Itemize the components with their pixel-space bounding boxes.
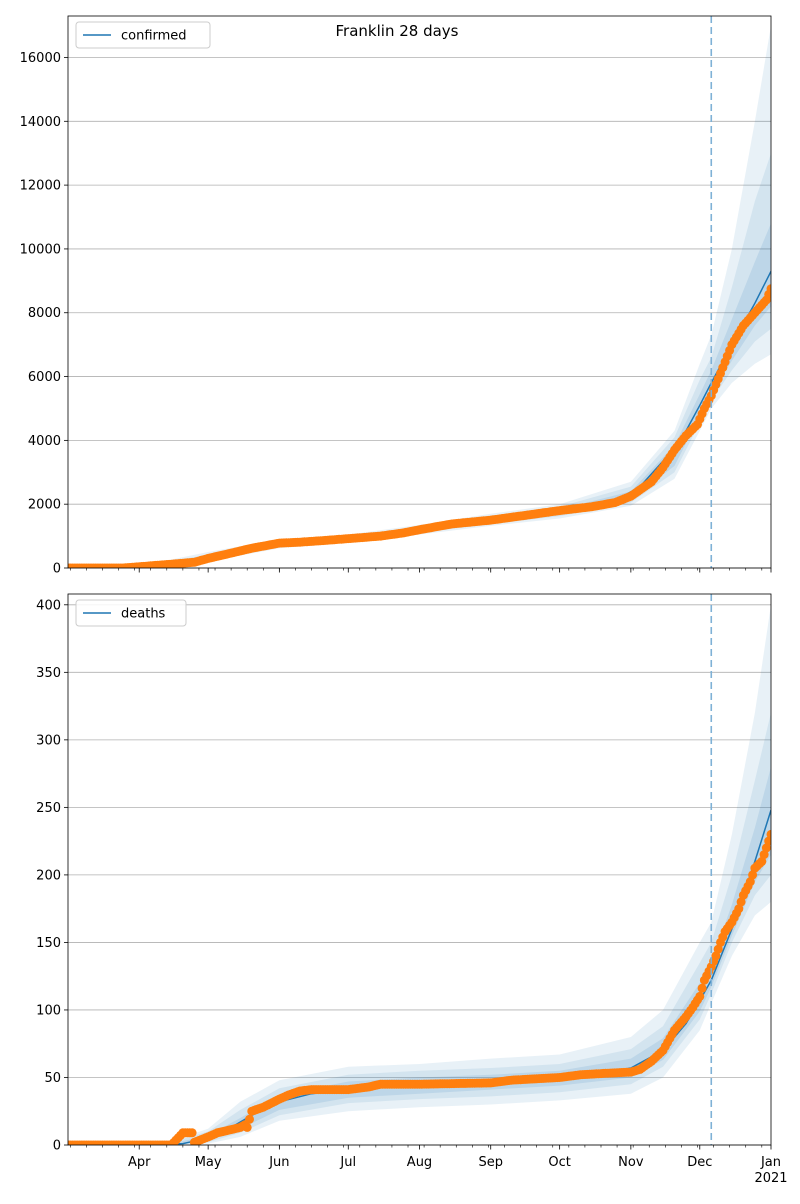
observed-point (713, 944, 723, 954)
observed-point (695, 991, 705, 1001)
x-tick-label: Sep (478, 1155, 503, 1170)
plot-area (68, 25, 771, 568)
x-tick-label: Jul (339, 1155, 356, 1170)
y-tick-label: 8000 (28, 306, 61, 321)
x-tick-label: May (195, 1155, 222, 1170)
observed-point (764, 836, 771, 846)
y-tick-label: 14000 (20, 115, 61, 130)
y-tick-label: 250 (36, 801, 61, 816)
observed-point (761, 843, 771, 853)
x-tick-label: Jun (268, 1155, 289, 1170)
y-tick-label: 16000 (20, 51, 61, 66)
observed-point (187, 1128, 197, 1138)
legend-box (75, 21, 211, 49)
y-tick-label: 150 (36, 936, 61, 951)
x-tick-label: Oct (548, 1155, 570, 1170)
y-tick-label: 50 (44, 1071, 61, 1086)
observed-point (748, 870, 758, 880)
legend-label: confirmed (121, 29, 187, 44)
y-tick-label: 0 (53, 1139, 61, 1154)
y-tick-label: 200 (36, 868, 61, 883)
legend: deaths (75, 599, 187, 627)
legend-label: deaths (121, 607, 166, 622)
x-tick-sublabel: 2021 (754, 1171, 787, 1186)
observed-point (757, 856, 767, 866)
observed-point (745, 877, 755, 887)
y-tick-label: 4000 (28, 434, 61, 449)
deaths-panel: 0 50 100 150 200 250 300 350 400 Apr May Jun Jul Aug S… (36, 593, 788, 1186)
y-tick-label: 350 (36, 666, 61, 681)
observed-point (734, 904, 744, 914)
observed-point (766, 284, 771, 294)
x-tick-label: Jan (760, 1155, 781, 1170)
figure-title: Franklin 28 days (336, 22, 459, 40)
observed-point (697, 983, 707, 993)
x-tick-label: Dec (687, 1155, 712, 1170)
y-tick-label: 0 (53, 562, 61, 577)
y-tick-label: 12000 (20, 179, 61, 194)
confirmed-panel: 0 2000 4000 6000 8000 10000 12000 14000 16000 con… (20, 15, 772, 577)
x-tick-label: Apr (128, 1155, 151, 1170)
legend-box (75, 599, 187, 627)
y-tick-label: 300 (36, 733, 61, 748)
observed-point (766, 829, 771, 839)
observed-point (242, 1122, 252, 1132)
x-tick-label: Nov (618, 1155, 644, 1170)
legend: confirmed (75, 21, 211, 49)
y-tick-label: 400 (36, 598, 61, 613)
plot-area (68, 604, 771, 1145)
y-tick-label: 2000 (28, 498, 61, 513)
y-tick-label: 10000 (20, 242, 61, 257)
x-tick-label: Aug (407, 1155, 432, 1170)
observed-point (245, 1114, 254, 1124)
y-tick-label: 6000 (28, 370, 61, 385)
y-tick-label: 100 (36, 1003, 61, 1018)
